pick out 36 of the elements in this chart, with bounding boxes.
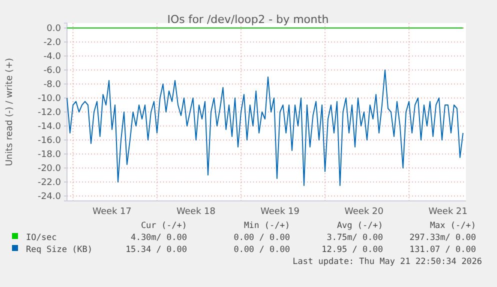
text: Max (-/+) xyxy=(430,221,476,231)
x-tick-label: Week 20 xyxy=(344,206,384,217)
chart-title: IOs for /dev/loop2 - by month xyxy=(167,13,329,26)
text: Cur (-/+) xyxy=(140,221,187,231)
text: Last update: Thu May 21 22:50:34 2026 xyxy=(292,257,482,267)
text: 0.00 / 0.00 xyxy=(234,233,290,243)
text: Min (-/+) xyxy=(244,221,290,231)
legend-label: IO/sec xyxy=(26,233,57,243)
text: 12.95 / 0.00 xyxy=(322,245,383,255)
text: 0.00 / 0.00 xyxy=(234,245,290,255)
y-tick-label: -6.0 xyxy=(43,66,62,76)
y-tick-label: -24.0 xyxy=(38,192,62,202)
x-tick-label: Week 17 xyxy=(92,206,132,217)
y-tick-label: -12.0 xyxy=(38,108,62,118)
text: 3.75m/ 0.00 xyxy=(326,233,383,243)
text: Avg (-/+) xyxy=(336,221,383,231)
text: 4.30m/ 0.00 xyxy=(130,233,187,243)
y-tick-label: -10.0 xyxy=(38,94,62,104)
legend-label: Req Size (KB) xyxy=(26,245,93,255)
y-tick-label: -16.0 xyxy=(38,136,62,146)
y-tick-label: -2.0 xyxy=(43,38,62,48)
y-tick-label: -4.0 xyxy=(43,52,62,62)
x-tick-label: Week 18 xyxy=(176,206,216,217)
y-tick-label: -22.0 xyxy=(38,178,62,188)
y-tick-label: 0.0 xyxy=(46,24,62,34)
y-axis-title: Units read (-) / write (+) xyxy=(5,58,15,166)
x-tick-label: Week 21 xyxy=(428,206,468,217)
text: 15.34 / 0.00 xyxy=(126,245,187,255)
y-tick-label: -8.0 xyxy=(43,80,62,90)
x-tick-label: Week 19 xyxy=(260,206,300,217)
line-series xyxy=(66,70,464,186)
y-tick-label: -14.0 xyxy=(38,122,62,132)
text: 131.07 / 0.00 xyxy=(409,245,476,255)
text: 297.33m/ 0.00 xyxy=(409,233,476,243)
y-tick-label: -18.0 xyxy=(38,150,62,160)
y-tick-label: -20.0 xyxy=(38,164,62,174)
